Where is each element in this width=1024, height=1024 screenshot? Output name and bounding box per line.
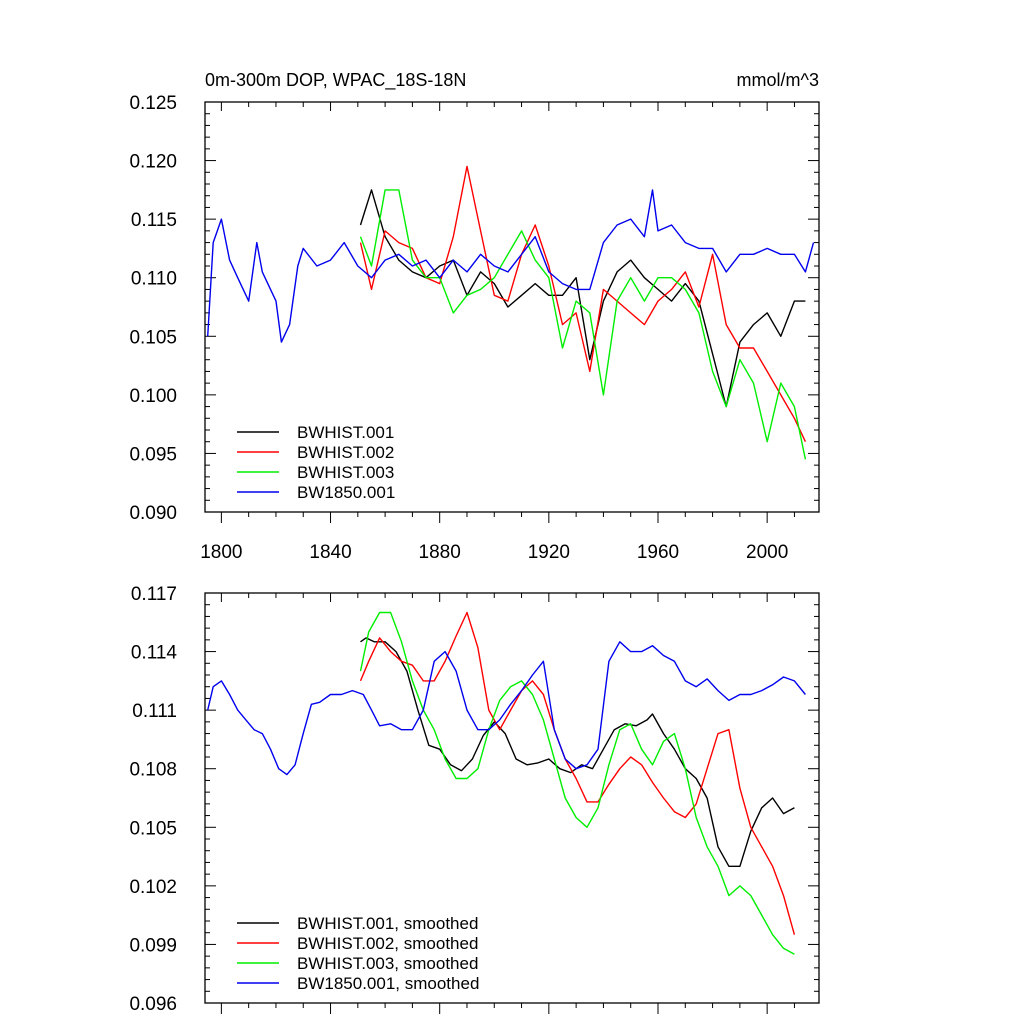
legend-label: BWHIST.001, smoothed [297,914,478,933]
series-line-1 [359,189,806,408]
x-tick-label: 1880 [419,542,461,563]
series-line-3 [359,189,807,460]
y-tick-label: 0.102 [129,877,177,898]
x-tick-label: 1840 [309,542,351,563]
y-tick-label: 0.125 [129,93,177,114]
legend-label: BWHIST.002 [297,443,394,462]
plot-frame [204,592,820,1004]
x-tick-label: 1960 [637,542,679,563]
y-tick-label: 0.099 [129,935,177,956]
y-tick-label: 0.090 [129,503,177,524]
bottom-panel: 0.096 0.099 0.102 0.105 0.108 0.111 0.114 0.117… [129,584,820,1015]
legend-label: BWHIST.002, smoothed [297,934,478,953]
y-tick-label: 0.095 [129,444,177,465]
panel-title: 0m-300m DOP, WPAC_18S-18N [205,70,466,91]
series-line-4 [207,189,815,343]
x-tick-label: 1920 [528,542,570,563]
series-line-2 [359,611,796,935]
x-tick-label: 2000 [746,542,788,563]
y-tick-label: 0.108 [129,760,177,781]
legend-label: BWHIST.003, smoothed [297,954,478,973]
y-tick-label: 0.111 [132,701,177,722]
legend-label: BWHIST.001 [297,423,394,442]
legend-label: BW1850.001, smoothed [297,974,479,993]
y-tick-label: 0.115 [131,210,177,231]
series-line-4 [207,641,806,776]
y-tick-label: 0.100 [129,386,177,407]
y-tick-label: 0.096 [129,994,177,1015]
y-tick-label: 0.110 [131,269,177,290]
series-line-2 [359,165,807,442]
units-label: mmol/m^3 [737,70,819,90]
y-tick-label: 0.105 [129,327,177,348]
y-tick-label: 0.117 [131,584,177,605]
series-line-1 [360,637,795,867]
y-tick-label: 0.114 [131,643,178,664]
x-tick-label: 1800 [200,542,242,563]
legend-label: BW1850.001 [297,483,395,502]
y-tick-label: 0.105 [129,818,177,839]
y-tick-label: 0.120 [129,152,177,173]
plot-frame [204,101,820,513]
top-panel: 0m-300m DOP, WPAC_18S-18N mmol/m^3 0.090… [129,70,820,563]
series-line-3 [359,611,795,955]
legend-label: BWHIST.003 [297,463,394,482]
